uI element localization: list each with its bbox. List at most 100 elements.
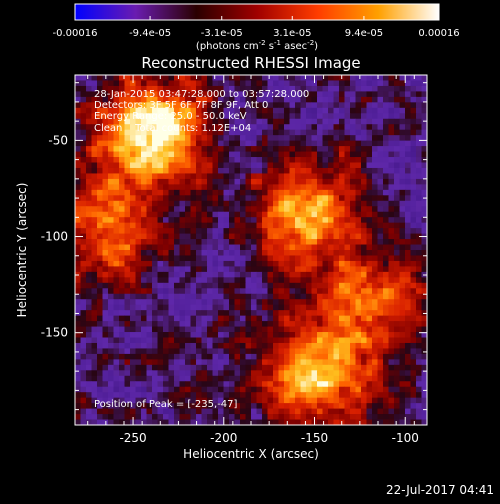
heatmap-cell <box>399 408 406 415</box>
heatmap-cell <box>141 326 147 333</box>
heatmap-cell <box>229 277 235 284</box>
heatmap-cell <box>273 403 279 409</box>
heatmap-cell <box>350 277 356 284</box>
heatmap-cell <box>124 293 131 300</box>
heatmap-cell <box>135 217 142 224</box>
heatmap-cell <box>108 75 114 81</box>
heatmap-cell <box>333 375 340 382</box>
heatmap-cell <box>119 310 125 317</box>
heatmap-cell <box>262 195 268 202</box>
heatmap-cell <box>361 299 367 306</box>
heatmap-cell <box>399 167 406 174</box>
heatmap-cell <box>86 414 92 420</box>
heatmap-cell <box>300 80 307 87</box>
heatmap-cell <box>124 414 131 420</box>
heatmap-cell <box>339 222 345 229</box>
heatmap-cell <box>97 271 103 278</box>
heatmap-cell <box>262 332 268 338</box>
heatmap-cell <box>344 397 351 404</box>
heatmap-cell <box>119 386 125 393</box>
heatmap-cell <box>399 239 406 245</box>
heatmap-cell <box>130 217 136 224</box>
heatmap-cell <box>388 321 395 327</box>
heatmap-cell <box>102 282 109 289</box>
heatmap-cell <box>97 162 103 169</box>
heatmap-cell <box>91 315 98 322</box>
heatmap-cell <box>135 310 142 317</box>
heatmap-cell <box>416 151 422 158</box>
heatmap-cell <box>108 397 114 404</box>
heatmap-cell <box>383 293 389 300</box>
heatmap-cell <box>86 217 92 224</box>
heatmap-cell <box>416 403 422 409</box>
heatmap-cell <box>75 288 81 295</box>
heatmap-cell <box>130 195 136 202</box>
heatmap-cell <box>421 326 427 333</box>
heatmap-cell <box>234 124 241 131</box>
heatmap-cell <box>289 102 296 109</box>
heatmap-cell <box>278 271 285 278</box>
heatmap-cell <box>333 310 340 317</box>
heatmap-cell <box>91 178 98 185</box>
heatmap-cell <box>372 173 378 180</box>
heatmap-cell <box>300 266 307 273</box>
heatmap-cell <box>383 184 389 191</box>
heatmap-cell <box>410 337 417 344</box>
heatmap-cell <box>201 157 208 163</box>
heatmap-cell <box>207 266 213 273</box>
heatmap-cell <box>141 228 147 234</box>
heatmap-cell <box>328 370 334 377</box>
heatmap-cell <box>383 386 389 393</box>
heatmap-cell <box>372 167 378 174</box>
heatmap-cell <box>339 332 345 338</box>
heatmap-cell <box>190 173 197 180</box>
heatmap-cell <box>207 75 213 81</box>
heatmap-cell <box>190 107 197 114</box>
heatmap-cell <box>399 310 406 317</box>
heatmap-cell <box>366 184 373 191</box>
heatmap-cell <box>372 293 378 300</box>
heatmap-cell <box>190 129 197 136</box>
heatmap-cell <box>300 113 307 120</box>
heatmap-cell <box>102 359 109 366</box>
heatmap-cell <box>113 146 120 152</box>
heatmap-cell <box>234 342 241 349</box>
heatmap-cell <box>350 310 356 317</box>
heatmap-cell <box>399 321 406 327</box>
heatmap-cell <box>399 233 406 240</box>
heatmap-cell <box>366 337 373 344</box>
heatmap-cell <box>289 173 296 180</box>
heatmap-cell <box>174 167 180 174</box>
heatmap-cell <box>146 107 153 114</box>
heatmap-cell <box>300 102 307 109</box>
heatmap-cell <box>366 140 373 147</box>
heatmap-cell <box>245 271 252 278</box>
heatmap-cell <box>295 124 301 131</box>
heatmap-cell <box>399 282 406 289</box>
heatmap-cell <box>388 85 395 92</box>
heatmap-cell <box>262 75 268 81</box>
heatmap-cell <box>135 102 142 109</box>
heatmap-cell <box>311 271 318 278</box>
heatmap-cell <box>333 250 340 256</box>
heatmap-cell <box>394 222 400 229</box>
heatmap-cell <box>179 113 186 120</box>
heatmap-cell <box>185 80 191 87</box>
heatmap-cell <box>75 250 81 256</box>
heatmap-cell <box>179 189 186 196</box>
heatmap-cell <box>251 124 257 131</box>
heatmap-cell <box>306 304 312 311</box>
heatmap-cell <box>157 392 164 399</box>
heatmap-cell <box>295 91 301 98</box>
heatmap-cell <box>119 332 125 338</box>
heatmap-cell <box>229 403 235 409</box>
heatmap-cell <box>372 80 378 87</box>
heatmap-cell <box>245 255 252 262</box>
heatmap-cell <box>245 277 252 284</box>
heatmap-cell <box>355 332 362 338</box>
heatmap-cell <box>130 178 136 185</box>
heatmap-cell <box>245 348 252 355</box>
heatmap-cell <box>86 206 92 213</box>
heatmap-cell <box>146 321 153 327</box>
heatmap-cell <box>295 85 301 92</box>
